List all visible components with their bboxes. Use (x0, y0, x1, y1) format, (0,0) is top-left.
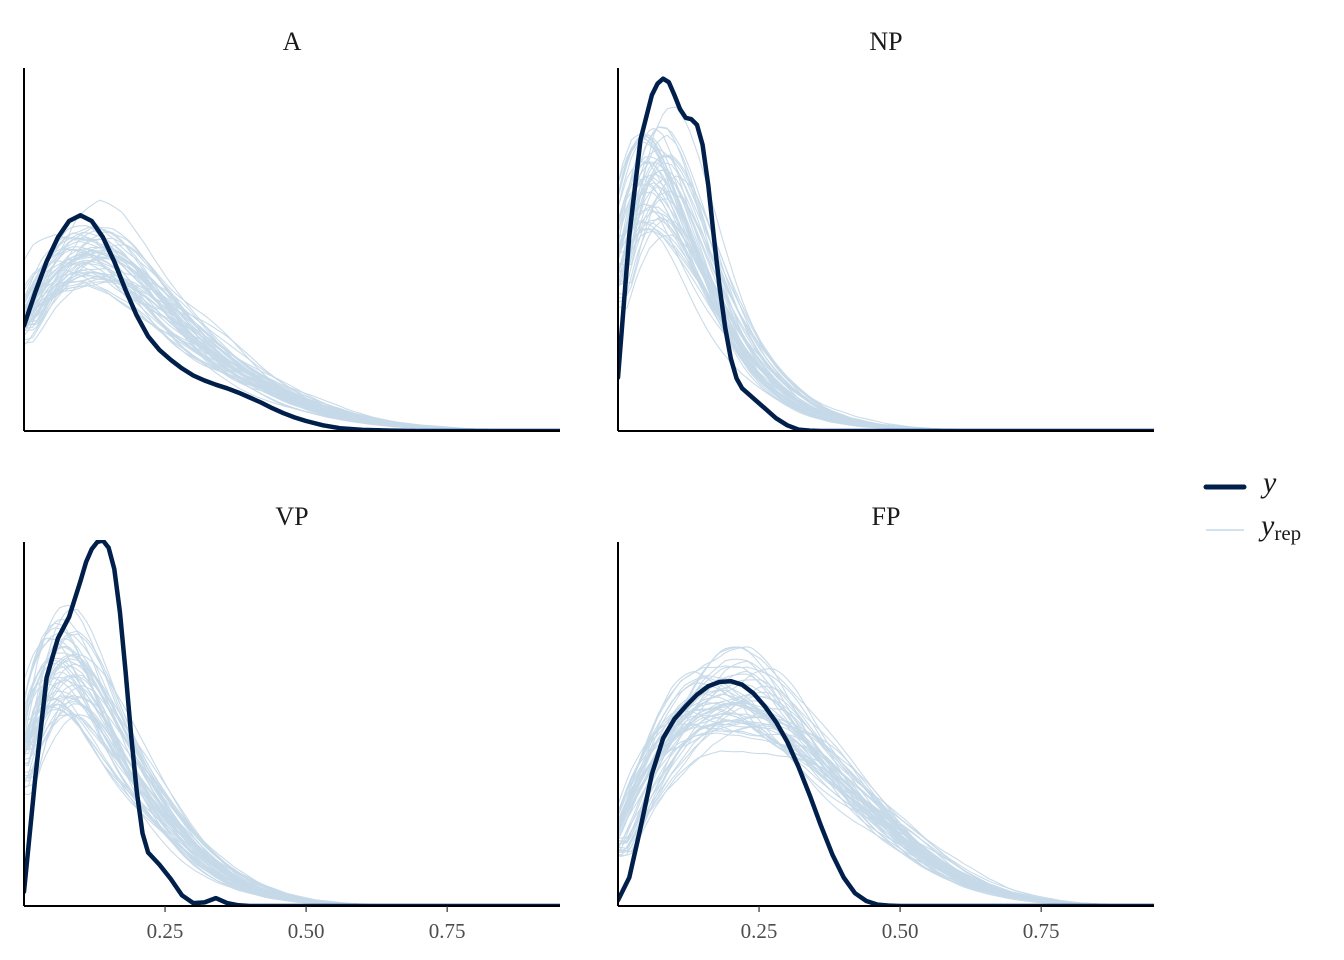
yrep-line-a-23 (24, 268, 560, 431)
yrep-line-np-37 (618, 155, 1154, 431)
yrep-line-np-10 (618, 135, 1154, 431)
yrep-line-vp-31 (24, 698, 560, 906)
yrep-line-a-6 (24, 262, 560, 431)
panel-vp: 0.25 0.50 0.75 (23, 540, 560, 943)
x-tick-label-fp-1: 0.25 (741, 919, 778, 943)
yrep-line-vp-16 (24, 622, 560, 906)
yrep-line-np-45 (618, 185, 1154, 431)
yrep-line-vp-43 (24, 708, 560, 906)
yrep-line-vp-11 (24, 659, 560, 906)
yrep-line-fp-40 (618, 693, 1154, 906)
yrep-line-fp-27 (618, 646, 1154, 906)
yrep-line-np-36 (618, 135, 1154, 431)
yrep-line-np-17 (618, 173, 1154, 431)
yrep-line-a-32 (24, 269, 560, 431)
yrep-line-np-11 (618, 154, 1154, 431)
y-observed-line-a (24, 213, 560, 431)
yrep-line-a-21 (24, 260, 560, 431)
yrep-line-np-8 (618, 137, 1154, 431)
yrep-line-fp-25 (618, 685, 1154, 906)
panel-title-fp: FP (872, 502, 901, 531)
yrep-line-fp-18 (618, 695, 1154, 906)
x-tick-label-vp-2: 0.50 (288, 919, 325, 943)
yrep-line-vp-35 (24, 671, 560, 906)
x-tick-label-fp-2: 0.50 (882, 919, 919, 943)
yrep-line-vp-40 (24, 637, 560, 906)
panel-title-a: A (283, 27, 302, 56)
yrep-line-vp-47 (24, 638, 560, 906)
y-observed-line-vp (24, 540, 560, 906)
yrep-line-vp-22 (24, 637, 560, 906)
yrep-line-np-38 (618, 156, 1154, 431)
legend: y yrep (1203, 466, 1301, 545)
yrep-line-np-34 (618, 178, 1154, 431)
x-tick-label-vp-1: 0.25 (147, 919, 184, 943)
yrep-line-np-6 (618, 138, 1154, 431)
yrep-line-vp-8 (24, 679, 560, 906)
yrep-line-fp-14 (618, 646, 1154, 906)
yrep-line-np-33 (618, 140, 1154, 431)
yrep-line-np-7 (618, 209, 1154, 431)
y-observed-line-np (618, 76, 1154, 431)
panel-fp: 0.25 0.50 0.75 (617, 542, 1154, 943)
legend-label-yrep-subscript: rep (1274, 521, 1301, 545)
yrep-line-fp-32 (618, 646, 1154, 906)
yrep-line-np-35 (618, 156, 1154, 431)
yrep-line-a-47 (24, 269, 560, 431)
yrep-line-vp-15 (24, 646, 560, 906)
yrep-line-fp-36 (618, 689, 1154, 906)
legend-label-yrep: yrep (1258, 509, 1301, 545)
yrep-line-fp-44 (618, 706, 1154, 906)
legend-label-y: y (1260, 466, 1277, 499)
yrep-line-fp-41 (618, 665, 1154, 906)
yrep-line-vp-38 (24, 660, 560, 906)
yrep-line-fp-50 (618, 702, 1154, 906)
panel-title-vp: VP (275, 502, 308, 531)
yrep-line-fp-37 (618, 677, 1154, 906)
panel-title-np: NP (869, 27, 902, 56)
yrep-line-np-16 (618, 178, 1154, 431)
yrep-line-vp-28 (24, 604, 560, 906)
x-tick-label-vp-3: 0.75 (429, 919, 466, 943)
panel-np (617, 68, 1154, 432)
panel-a (23, 68, 560, 432)
legend-label-yrep-base: y (1258, 509, 1275, 542)
x-tick-label-fp-3: 0.75 (1023, 919, 1060, 943)
yrep-line-fp-48 (618, 725, 1154, 906)
y-observed-line-fp (618, 678, 1154, 906)
yrep-line-fp-9 (618, 695, 1154, 906)
yrep-line-a-5 (24, 284, 560, 431)
yrep-line-vp-20 (24, 703, 560, 906)
yrep-line-a-7 (24, 260, 560, 431)
yrep-line-vp-36 (24, 701, 560, 906)
